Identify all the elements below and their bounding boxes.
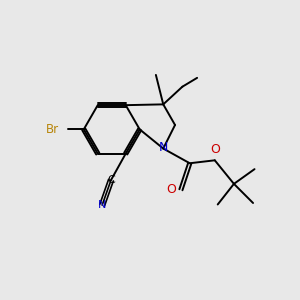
Text: Br: Br	[46, 123, 59, 136]
Text: O: O	[210, 143, 220, 156]
Text: N: N	[159, 141, 169, 154]
Text: O: O	[167, 183, 176, 196]
Text: N: N	[98, 200, 106, 210]
Text: C: C	[107, 175, 115, 185]
